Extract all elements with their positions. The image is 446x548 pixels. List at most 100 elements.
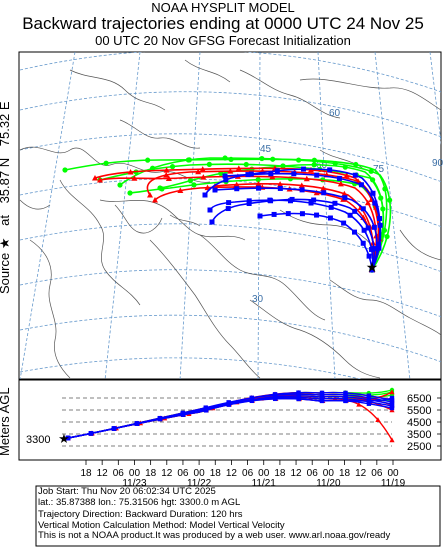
y-tick-label: 6500 [407,393,431,405]
x-tick-label: 18 [145,468,157,479]
x-date-label: 11/22 [187,478,212,489]
trajectory-marker [387,197,393,203]
trajectory-marker [274,168,280,174]
vertical-trajectory-marker [273,396,278,401]
trajectory-marker [347,212,353,218]
trajectory-marker [377,216,383,222]
lat-label-60: 60 [329,108,341,119]
trajectory-marker [285,211,291,217]
vertical-trajectory-marker [203,406,208,411]
trajectory-marker [131,175,138,181]
trajectory-marker [157,185,163,191]
x-tick-label: 06 [307,468,319,479]
x-tick-label: 00 [129,468,141,479]
trajectory-marker [352,172,358,178]
vertical-trajectory-lines [65,387,395,443]
start-height-label: 3300 [26,434,50,446]
vertical-trajectory-marker [343,398,348,404]
trajectory-marker [233,181,240,188]
trajectory-marker [127,190,133,196]
x-tick-label: 18 [339,468,351,479]
x-tick-label: 18 [210,468,222,479]
trajectory-marker [298,182,305,189]
trajectory-marker [117,182,123,188]
trajectory-marker [380,206,386,212]
trajectory-marker [209,219,215,225]
trajectory-marker [92,175,98,181]
trajectory-marker [360,240,366,246]
trajectory-marker [169,164,176,170]
y-tick-label: 2500 [407,441,431,453]
x-axis-dates: 11/23 11/22 11/21 11/20 11/19 [122,478,405,489]
x-axis-ticks: 18 12 06 00 18 12 06 00 18 12 06 00 18 12 06 00 18 12 06 00 [80,460,399,479]
trajectory-marker [376,245,382,251]
trajectory-marker [163,167,170,173]
trajectory-path [211,198,375,271]
trajectory-marker [199,166,206,172]
map-frame [18,51,442,380]
trajectory-marker [226,200,232,206]
x-tick-label: 00 [194,468,206,479]
y-tick-label: 3500 [407,429,431,441]
trajectory-marker [218,170,224,177]
page-title: Backward trajectories ending at 0000 UTC… [22,14,424,33]
trajectory-marker [341,190,348,197]
trajectory-marker [328,204,334,210]
trajectory-marker [352,208,358,214]
disclaimer-text: This is not a NOAA product.It was produc… [38,530,391,541]
vertical-trajectory-marker [389,437,395,443]
longitude-grid [19,52,441,379]
y-tick-label: 5500 [407,405,431,417]
trajectory-marker [185,157,191,163]
x-tick-label: 18 [80,468,92,479]
trajectory-marker [257,213,263,219]
trajectory-marker [246,200,252,206]
job-info-footer: Job Start: Thu Nov 20 06:02:34 UTC 2025 … [38,486,438,542]
map-content [19,52,441,379]
trajectory-marker [370,190,376,196]
trajectory-marker [314,212,320,218]
trajectory-marker [311,197,317,203]
x-tick-label: 12 [97,468,109,479]
vertical-trajectory-marker [319,398,325,404]
trajectory-marker [191,182,197,188]
y-tick-label: 4500 [407,417,431,429]
source-coords-text: lat.: 35.87388 lon.: 75.31506 hgt: 3300.… [38,496,241,508]
trajectory-marker [202,192,208,198]
trajectory-marker [366,253,372,259]
x-tick-label: 12 [226,468,238,479]
trajectory-marker [163,172,170,178]
x-tick-label: 00 [258,468,270,479]
trajectory-marker [352,229,358,235]
x-date-label: 11/21 [252,478,277,489]
x-tick-label: 06 [177,468,189,479]
coastlines [19,59,441,379]
trajectory-marker [376,242,382,248]
trajectory-marker [248,171,254,177]
trajectory-marker [289,196,295,202]
x-tick-label: 06 [371,468,383,479]
trajectory-marker [369,267,375,273]
trajectory-marker [342,195,348,201]
x-tick-label: 12 [161,468,173,479]
trajectory-marker [343,172,350,178]
trajectory-marker [268,171,274,177]
trajectory-path [209,199,374,271]
trajectory-marker [321,190,327,196]
x-tick-label: 12 [355,468,367,479]
trajectory-marker [165,175,172,181]
vertical-trajectory-marker [157,416,163,421]
vertical-method-text: Vertical Motion Calculation Method: Mode… [38,519,285,531]
trajectory-path [119,157,392,271]
x-tick-label: 18 [274,468,286,479]
x-tick-label: 06 [113,468,125,479]
trajectory-marker [259,155,265,162]
footer-frame [35,485,441,547]
lon-label-90: 90 [432,158,444,169]
trajectory-marker [246,198,252,204]
trajectory-marker [364,199,371,206]
trajectory-marker [223,177,229,183]
forecast-subtitle: 00 UTC 20 Nov GFSG Forecast Initializati… [95,33,351,48]
